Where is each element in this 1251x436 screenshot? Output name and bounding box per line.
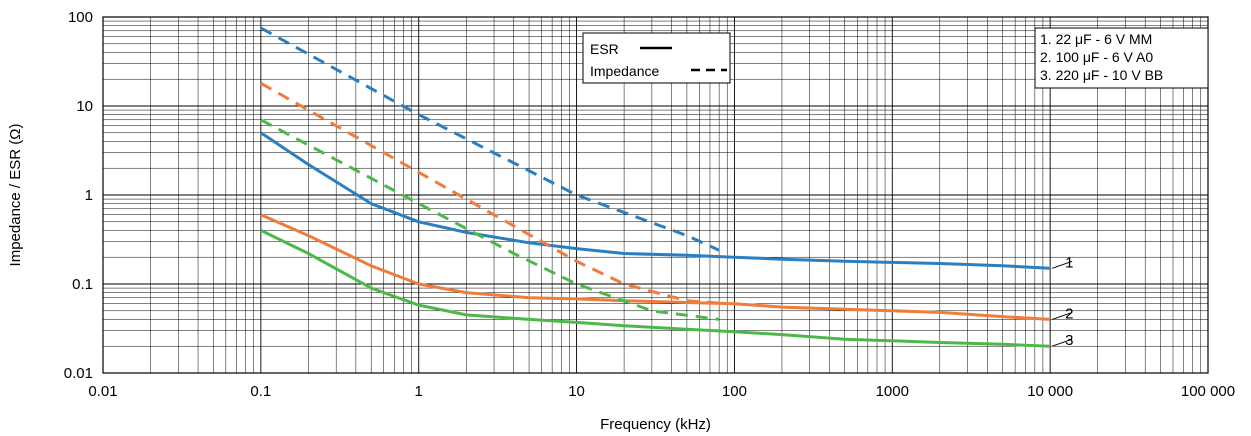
x-tick-label: 10 000	[1027, 383, 1073, 400]
capacitor-legend: 1. 22 μF - 6 V MM 2. 100 μF - 6 V A0 3. …	[1034, 27, 1209, 89]
series-3-impedance-line	[260, 118, 720, 321]
x-tick-label: 1000	[876, 383, 909, 400]
curve-labels: 1 2 3	[1051, 254, 1073, 349]
legend-label-impedance: Impedance	[590, 63, 659, 79]
capacitor-legend-entry-1: 1. 22 μF - 6 V MM	[1040, 31, 1152, 47]
curve-label-leader	[1051, 338, 1073, 347]
curve-label-1: 1	[1065, 254, 1073, 271]
curve-label-3: 3	[1065, 332, 1073, 349]
series-3-esr-line	[260, 229, 1051, 348]
y-tick-label: 0.1	[72, 276, 93, 293]
curve-label-2: 2	[1065, 305, 1073, 322]
legend-label-esr: ESR	[590, 41, 619, 57]
y-tick-label: 10	[76, 98, 93, 115]
style-legend-box	[582, 32, 731, 84]
plot-frame	[102, 16, 1209, 374]
series-1-impedance-line	[260, 26, 720, 252]
series-2-impedance-line	[260, 81, 728, 306]
style-legend: ESR Impedance	[582, 32, 731, 84]
y-axis-label: Impedance / ESR (Ω)	[7, 124, 24, 267]
capacitor-legend-entry-2: 2. 100 μF - 6 V A0	[1040, 49, 1153, 65]
x-tick-label: 0.1	[250, 383, 271, 400]
x-tick-label: 1	[415, 383, 423, 400]
series-2-esr-line	[260, 213, 1051, 321]
y-tick-label: 1	[85, 187, 93, 204]
y-tick-label: 100	[68, 9, 93, 26]
curve-label-leader	[1051, 311, 1073, 320]
x-tick-label: 100	[722, 383, 747, 400]
x-tick-label: 0.01	[88, 383, 117, 400]
y-axis-ticks: 0.01 0.1 1 10 100	[64, 9, 93, 382]
capacitor-legend-box	[1034, 27, 1209, 89]
x-axis-ticks: 0.01 0.1 1 10 100 1000 10 000 100 000	[88, 383, 1235, 400]
x-axis-label: Frequency (kHz)	[600, 416, 711, 433]
x-tick-label: 100 000	[1181, 383, 1235, 400]
series-layer	[260, 26, 1051, 348]
x-tick-label: 10	[568, 383, 585, 400]
y-tick-label: 0.01	[64, 365, 93, 382]
curve-label-leader	[1051, 260, 1073, 269]
capacitor-legend-entry-3: 3. 220 μF - 10 V BB	[1040, 67, 1163, 83]
series-1-esr-line	[260, 131, 1051, 270]
